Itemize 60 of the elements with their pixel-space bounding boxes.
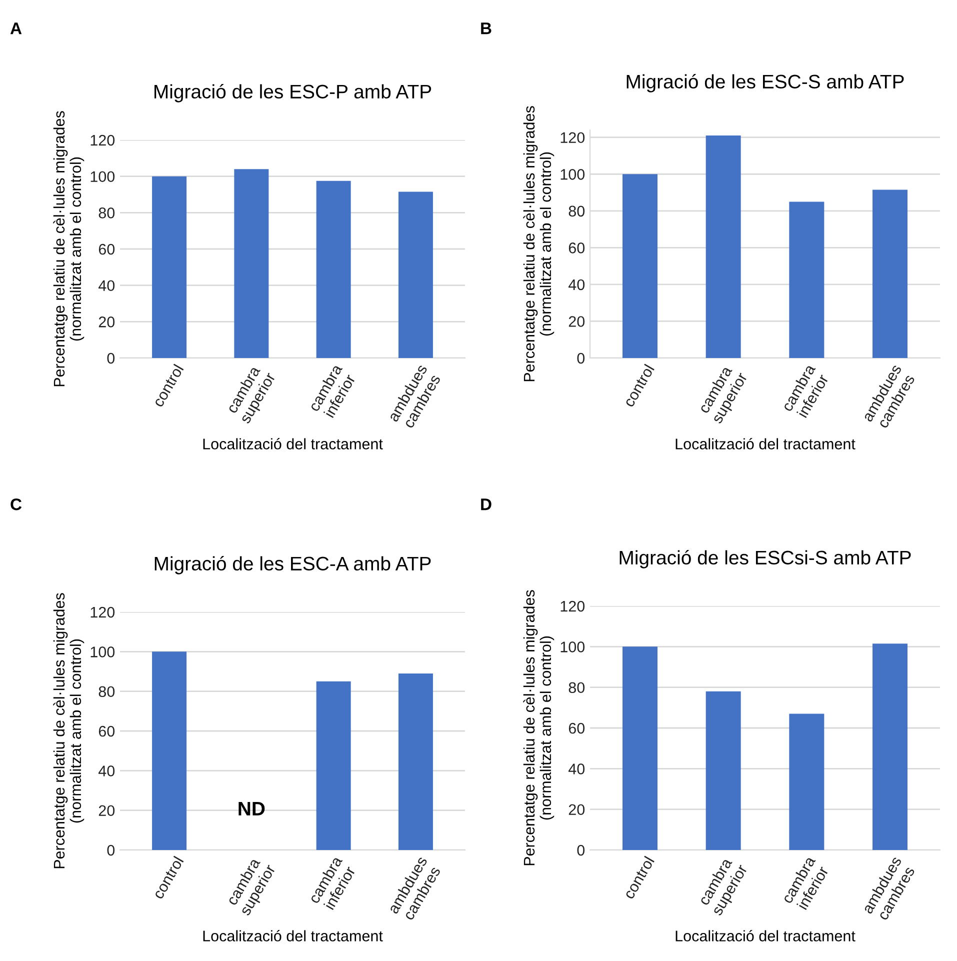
y-tick-label: 120	[560, 132, 585, 144]
x-axis-title: Localització del tractament	[676, 438, 856, 450]
bar	[872, 190, 908, 358]
bar	[706, 136, 741, 358]
y-tick-label: 20	[568, 804, 585, 816]
bar	[789, 714, 824, 850]
chart-title: Migració de les ESC-A amb ATP	[154, 556, 431, 574]
x-axis-title: Localització del tractament	[203, 438, 383, 450]
bar	[398, 673, 433, 850]
text: A	[10, 22, 22, 34]
y-tick-label: 60	[98, 726, 115, 737]
text: D	[481, 498, 492, 510]
y-tick-label: 100	[560, 168, 585, 180]
bar	[316, 681, 351, 850]
y-tick-label: 100	[560, 642, 585, 652]
y-tick-label: 40	[568, 764, 585, 774]
bar	[234, 169, 269, 358]
bar	[706, 691, 741, 850]
y-tick-label: 80	[568, 206, 585, 217]
y-tick-label: 120	[560, 600, 585, 612]
y-tick-label: 100	[90, 171, 115, 182]
y-tick-label: 60	[98, 244, 115, 255]
text: C	[10, 498, 22, 510]
y-tick-label: 100	[90, 646, 115, 658]
x-axis-title: Localització del tractament	[203, 930, 383, 942]
bar	[622, 646, 658, 850]
bar	[152, 176, 187, 358]
bar	[789, 202, 824, 358]
bar	[398, 192, 433, 358]
y-tick-label: 20	[568, 316, 585, 327]
text: B	[481, 22, 492, 34]
y-tick-label: 40	[98, 280, 115, 292]
y-axis-title: Percentatge relatiu de cèl·lules migrades (normalitzat amb el control)	[53, 111, 84, 386]
annotation: ND	[238, 802, 265, 816]
y-tick-label: 80	[98, 686, 115, 698]
y-axis-title: Percentatge relatiu de cèl·lules migrades (normalitzat amb el control)	[523, 106, 554, 382]
chart-title: Migració de les ESC-S amb ATP	[626, 74, 904, 92]
y-tick-label: 40	[568, 279, 585, 290]
y-tick-label: 0	[107, 352, 115, 364]
x-axis-title: Localització del tractament	[676, 930, 856, 942]
y-tick-label: 0	[577, 352, 585, 364]
y-tick-label: 60	[568, 242, 585, 254]
y-tick-label: 0	[577, 844, 585, 856]
y-axis-title: Percentatge relatiu de cèl·lules migrades (normalitzat amb el control)	[53, 593, 84, 868]
chart-title: Migració de les ESCsi-S amb ATP	[620, 550, 911, 568]
y-tick-label: 80	[98, 208, 115, 218]
y-tick-label: 20	[98, 316, 115, 328]
bar	[872, 644, 908, 850]
y-tick-label: 40	[98, 766, 115, 776]
y-tick-label: 120	[90, 606, 115, 618]
y-tick-label: 0	[107, 844, 115, 856]
bar	[316, 180, 351, 358]
y-tick-label: 80	[568, 682, 585, 694]
chart-title: Migració de les ESC-P amb ATP	[154, 84, 432, 102]
y-tick-label: 60	[568, 722, 585, 734]
y-tick-label: 120	[90, 134, 115, 146]
bar	[152, 652, 187, 850]
bar	[622, 174, 658, 358]
y-tick-label: 20	[98, 805, 115, 816]
y-axis-title: Percentatge relatiu de cèl·lules migrades (normalitzat amb el control)	[523, 590, 554, 866]
